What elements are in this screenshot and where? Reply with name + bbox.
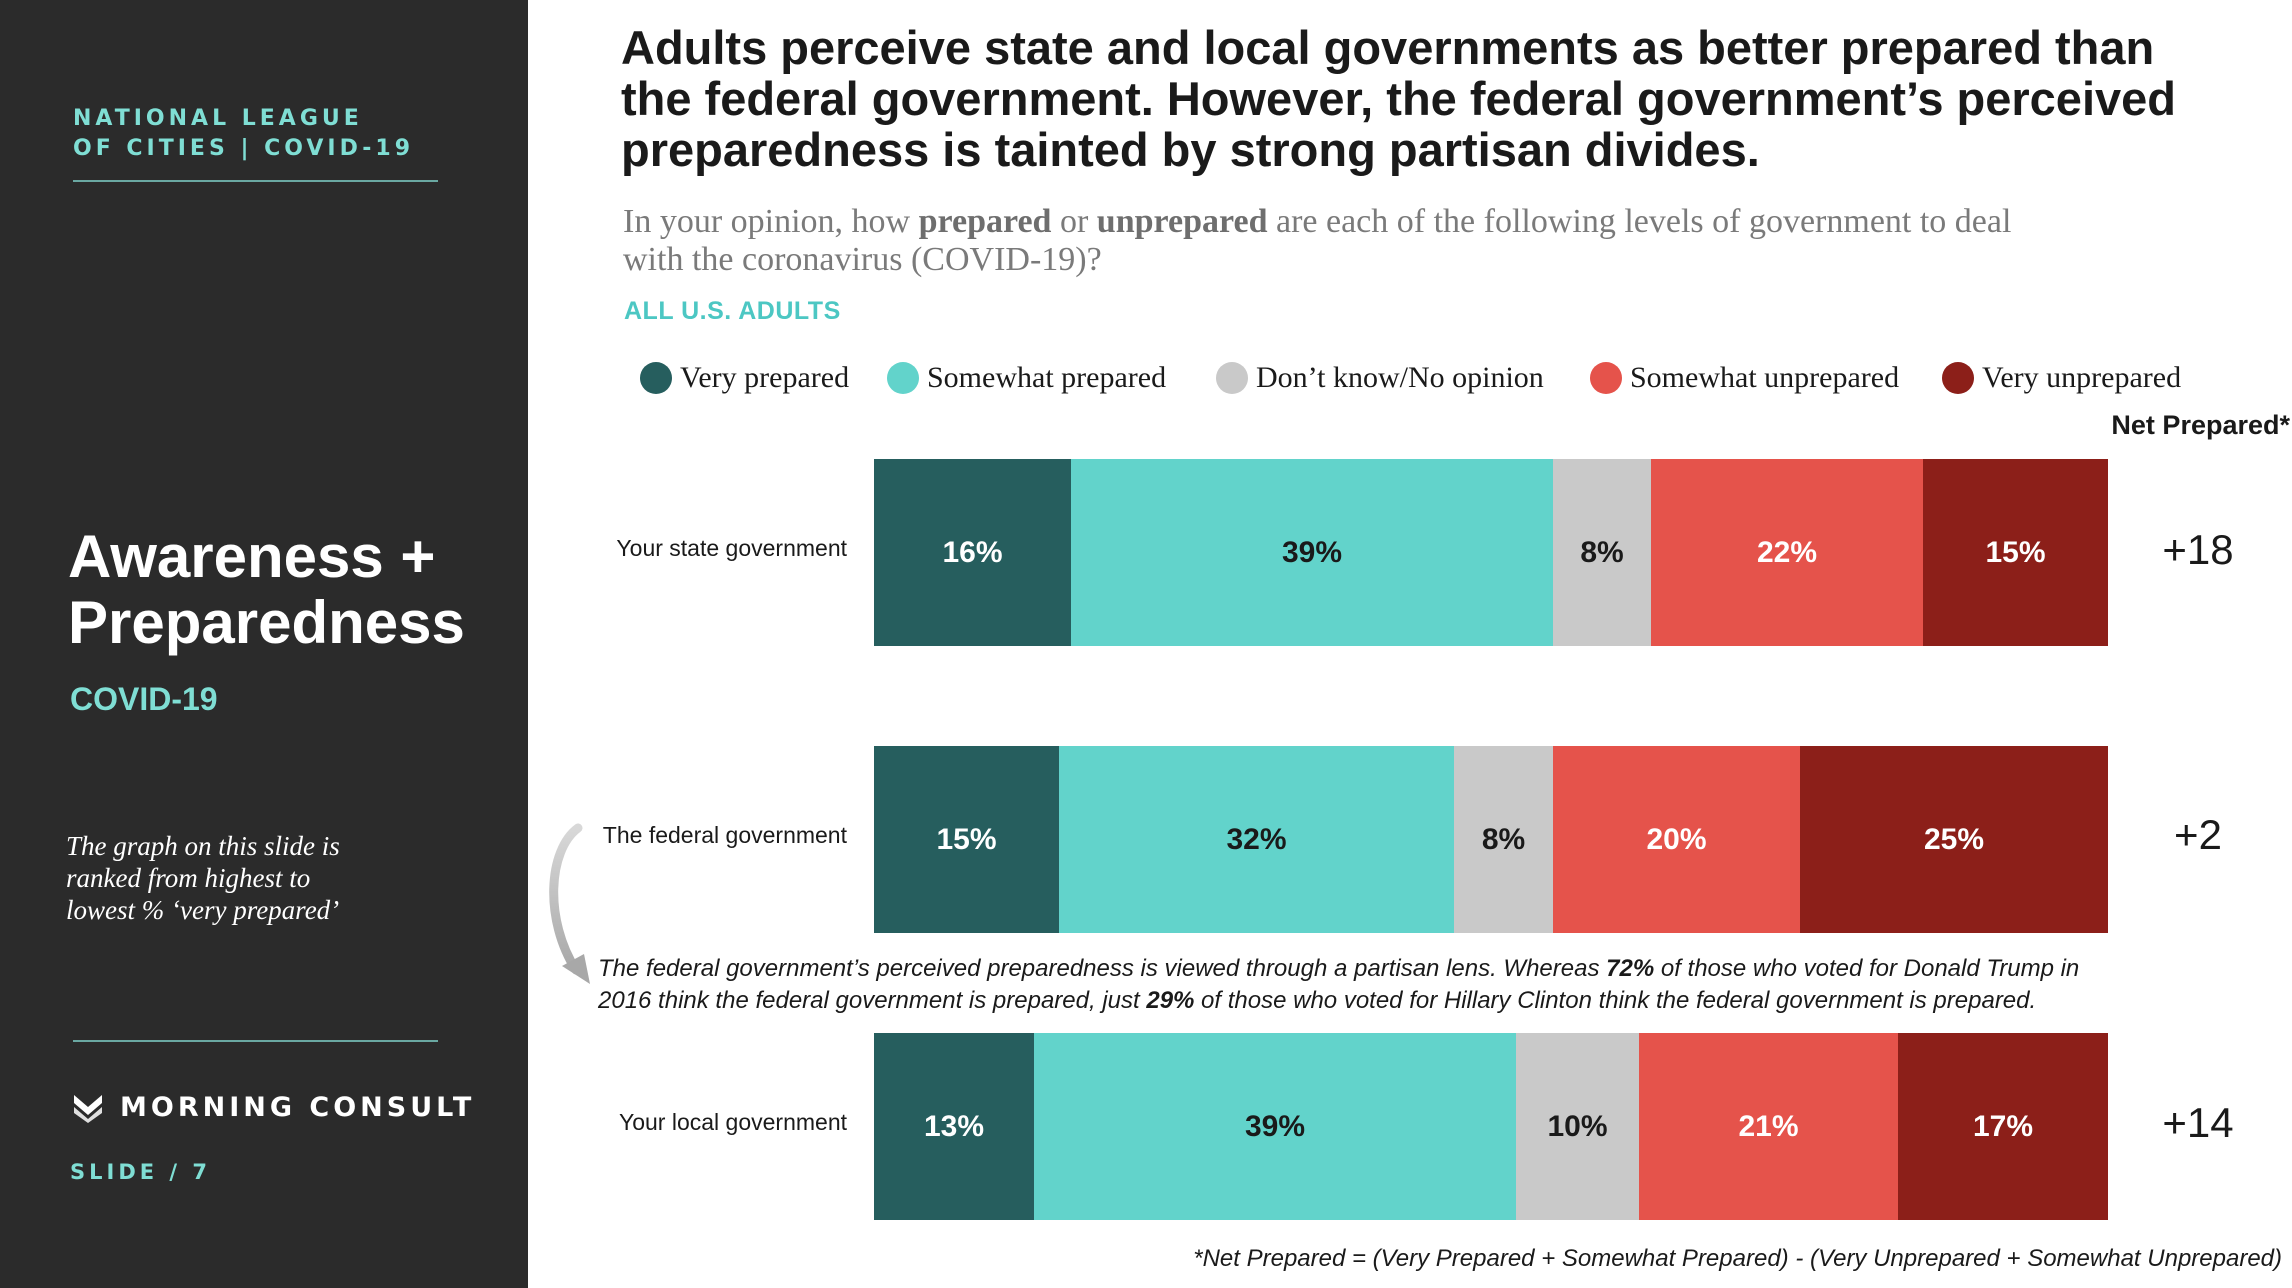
bar-segment-don-t-know-no-opinion: 10% bbox=[1516, 1033, 1639, 1220]
bar-segment-value-label: 10% bbox=[1547, 1109, 1608, 1143]
bar-segment-very-unprepared: 15% bbox=[1923, 459, 2108, 646]
bar-segment-very-unprepared: 25% bbox=[1800, 746, 2108, 933]
organization-label: NATIONAL LEAGUE OF CITIES | COVID-19 bbox=[73, 104, 473, 164]
bar-segment-value-label: 25% bbox=[1923, 822, 1985, 856]
question-text-3: are each of the following levels of gove… bbox=[1267, 203, 2012, 240]
bar-segment-value-label: 20% bbox=[1646, 822, 1707, 856]
bar-segment-somewhat-unprepared: 22% bbox=[1651, 459, 1923, 646]
legend-label: Don’t know/No opinion bbox=[1256, 361, 1544, 394]
callout-text: 2016 think the federal government is pre… bbox=[598, 987, 1147, 1014]
question-text-2: or bbox=[1051, 203, 1097, 240]
legend-item-very-prepared: Very prepared bbox=[640, 358, 849, 398]
logo-text: MORNING CONSULT bbox=[120, 1091, 476, 1123]
bar-row-federal: 15% 32% 8% 20% 25% bbox=[874, 746, 2108, 933]
bar-segment-value-label: 17% bbox=[1972, 1109, 2034, 1143]
legend-swatch bbox=[640, 362, 672, 394]
row-label-federal: The federal government bbox=[602, 822, 847, 848]
question-text-1: In your opinion, how bbox=[623, 203, 919, 240]
headline-line-3: preparedness is tainted by strong partis… bbox=[621, 123, 1760, 176]
ranking-note-line-2: ranked from highest to bbox=[66, 863, 311, 893]
ranking-note: The graph on this slide is ranked from h… bbox=[66, 830, 396, 926]
net-value-federal: +2 bbox=[2174, 811, 2222, 858]
legend-item-somewhat-prepared: Somewhat prepared bbox=[887, 358, 1166, 398]
bar-segment-value-label: 39% bbox=[1281, 535, 1343, 569]
bar-segment-don-t-know-no-opinion: 8% bbox=[1553, 459, 1651, 646]
section-title-line-2: Preparedness bbox=[68, 589, 465, 656]
bar-segment-value-label: 16% bbox=[942, 535, 1003, 569]
sidebar: NATIONAL LEAGUE OF CITIES | COVID-19 Awa… bbox=[0, 0, 528, 1288]
bar-row-state: 16% 39% 8% 22% 15% bbox=[874, 459, 2108, 646]
legend-item-very-unprepared: Very unprepared bbox=[1942, 358, 2181, 398]
bar-segment-somewhat-prepared: 39% bbox=[1071, 459, 1553, 646]
morning-consult-logo-icon bbox=[74, 1095, 102, 1123]
bar-segment-value-label: 15% bbox=[936, 822, 997, 856]
bar-segment-value-label: 8% bbox=[1481, 822, 1526, 856]
question-bold-unprepared: unprepared bbox=[1096, 203, 1268, 240]
callout-line-2: 2016 think the federal government is pre… bbox=[598, 985, 2268, 1017]
survey-question-line-1: In your opinion, how prepared or unprepa… bbox=[623, 203, 2253, 241]
callout-text: of those who voted for Hillary Clinton t… bbox=[1194, 987, 2037, 1014]
footnote: *Net Prepared = (Very Prepared + Somewha… bbox=[1193, 1245, 2282, 1272]
headline-line-1: Adults perceive state and local governme… bbox=[621, 21, 2155, 74]
callout-stat-clinton: 29% bbox=[1146, 987, 1195, 1014]
bar-segment-value-label: 39% bbox=[1244, 1109, 1306, 1143]
row-label-state: Your state government bbox=[616, 535, 847, 561]
divider-bottom bbox=[73, 1040, 438, 1042]
legend-swatch bbox=[887, 362, 919, 394]
morning-consult-logo: MORNING CONSULT bbox=[72, 1090, 475, 1124]
curved-arrow-icon bbox=[549, 823, 590, 984]
survey-question: In your opinion, how prepared or unprepa… bbox=[623, 203, 2253, 279]
legend-label: Very prepared bbox=[680, 361, 850, 394]
callout-line-1: The federal government’s perceived prepa… bbox=[598, 953, 2268, 985]
divider-top bbox=[73, 180, 438, 182]
bar-segment-value-label: 8% bbox=[1580, 535, 1624, 569]
section-title-line-1: Awareness + bbox=[68, 523, 436, 590]
survey-question-line-2: with the coronavirus (COVID-19)? bbox=[623, 241, 1102, 278]
headline: Adults perceive state and local governme… bbox=[621, 22, 2261, 175]
net-value-state: +18 bbox=[2162, 526, 2234, 573]
bar-segment-value-label: 22% bbox=[1756, 535, 1818, 569]
callout-stat-trump: 72% bbox=[1606, 955, 1655, 982]
bar-segment-very-unprepared: 17% bbox=[1898, 1033, 2108, 1220]
ranking-note-line-1: The graph on this slide is bbox=[66, 831, 340, 861]
legend-label: Somewhat unprepared bbox=[1630, 361, 1900, 394]
legend-swatch bbox=[1942, 362, 1974, 394]
organization-line-1: NATIONAL LEAGUE bbox=[73, 106, 363, 131]
slide-number: SLIDE / 7 bbox=[70, 1160, 211, 1184]
legend-label: Somewhat prepared bbox=[927, 361, 1167, 394]
section-subtitle: COVID-19 bbox=[70, 681, 218, 717]
organization-line-2: OF CITIES | COVID-19 bbox=[73, 136, 415, 161]
bar-segment-somewhat-unprepared: 21% bbox=[1639, 1033, 1898, 1220]
bar-segment-somewhat-prepared: 32% bbox=[1059, 746, 1454, 933]
bar-segment-somewhat-prepared: 39% bbox=[1034, 1033, 1516, 1220]
partisan-callout: The federal government’s perceived prepa… bbox=[598, 953, 2268, 1017]
bar-segment-somewhat-unprepared: 20% bbox=[1553, 746, 1800, 933]
row-label-local: Your local government bbox=[618, 1109, 847, 1135]
legend-item-somewhat-unprepared: Somewhat unprepared bbox=[1590, 358, 1899, 398]
legend-swatch bbox=[1216, 362, 1248, 394]
bar-segment-value-label: 13% bbox=[923, 1109, 985, 1143]
bar-segment-value-label: 32% bbox=[1226, 822, 1287, 856]
headline-line-2: the federal government. However, the fed… bbox=[621, 72, 2176, 125]
callout-text: The federal government’s perceived prepa… bbox=[598, 955, 1607, 982]
ranking-note-line-3: lowest % ‘very prepared’ bbox=[66, 895, 340, 925]
bar-segment-don-t-know-no-opinion: 8% bbox=[1454, 746, 1553, 933]
bar-segment-very-prepared: 13% bbox=[874, 1033, 1034, 1220]
bar-row-local: 13% 39% 10% 21% 17% bbox=[874, 1033, 2108, 1220]
section-title: Awareness + Preparedness bbox=[68, 524, 465, 656]
bar-segment-very-prepared: 15% bbox=[874, 746, 1059, 933]
net-prepared-header: Net Prepared* bbox=[2111, 410, 2290, 440]
question-bold-prepared: prepared bbox=[918, 203, 1052, 240]
bar-segment-very-prepared: 16% bbox=[874, 459, 1071, 646]
bar-segment-value-label: 15% bbox=[1985, 535, 2046, 569]
legend-label: Very unprepared bbox=[1982, 361, 2182, 394]
bar-segment-value-label: 21% bbox=[1738, 1109, 1799, 1143]
callout-text: of those who voted for Donald Trump in bbox=[1654, 955, 2080, 982]
legend-swatch bbox=[1590, 362, 1622, 394]
net-value-local: +14 bbox=[2162, 1099, 2234, 1146]
audience-label: ALL U.S. ADULTS bbox=[624, 297, 841, 325]
legend-item-dont-know: Don’t know/No opinion bbox=[1216, 358, 1544, 398]
